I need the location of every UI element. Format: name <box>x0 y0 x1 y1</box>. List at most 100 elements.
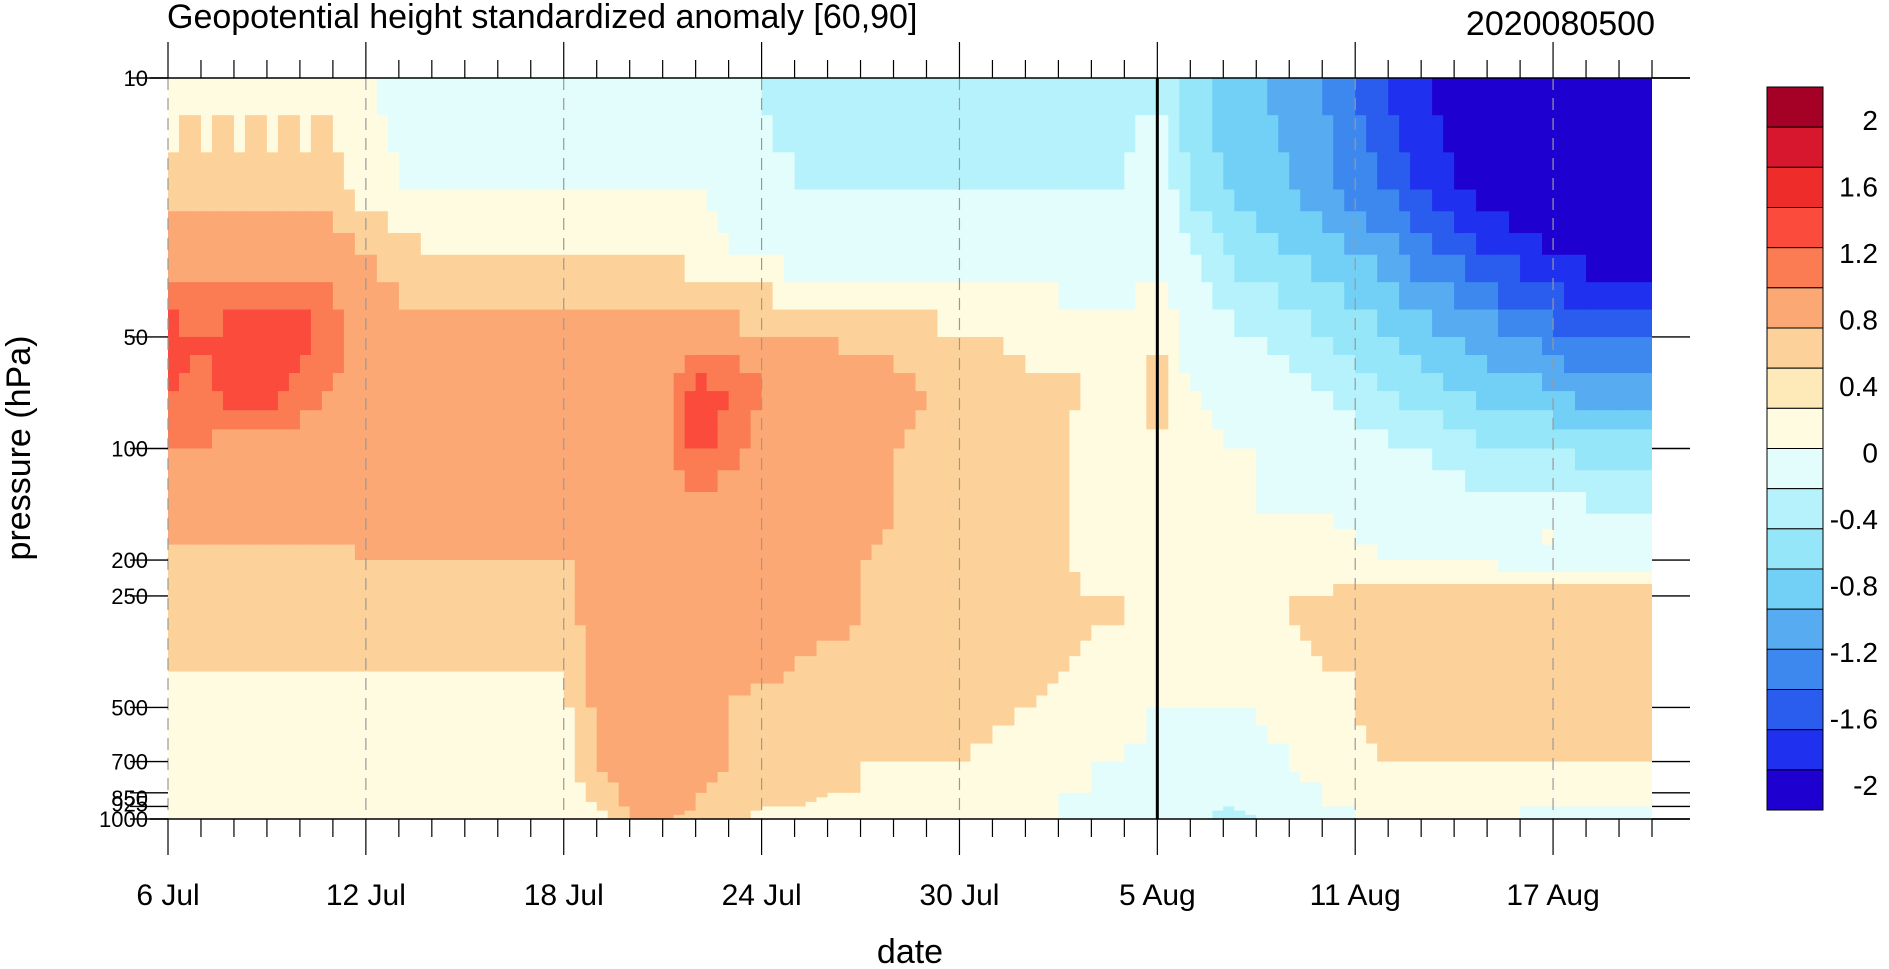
anomaly-cell <box>321 373 334 392</box>
anomaly-cell <box>1630 529 1642 546</box>
anomaly-cell <box>970 429 983 450</box>
anomaly-cell <box>1531 373 1543 392</box>
anomaly-cell <box>860 656 873 673</box>
anomaly-cell <box>1619 572 1631 585</box>
anomaly-cell <box>794 470 807 493</box>
anomaly-cell <box>618 189 631 212</box>
anomaly-cell <box>860 625 873 642</box>
anomaly-cell <box>959 544 972 561</box>
anomaly-cell <box>585 282 598 311</box>
anomaly-cell <box>1157 595 1169 607</box>
anomaly-cell <box>1168 615 1180 626</box>
anomaly-cell <box>222 355 235 374</box>
anomaly-cell <box>1553 615 1565 626</box>
anomaly-cell <box>1465 429 1477 450</box>
anomaly-cell <box>1509 254 1521 283</box>
anomaly-cell <box>475 391 488 411</box>
anomaly-cell <box>1520 743 1532 763</box>
anomaly-cell <box>662 625 675 642</box>
anomaly-cell <box>629 491 642 515</box>
anomaly-cell <box>530 491 543 515</box>
anomaly-cell <box>1179 625 1191 642</box>
anomaly-cell <box>1311 640 1323 657</box>
anomaly-cell <box>1630 625 1642 642</box>
anomaly-cell <box>1289 615 1301 626</box>
anomaly-cell <box>1124 211 1136 234</box>
anomaly-cell <box>1564 491 1576 515</box>
anomaly-cell <box>948 152 961 191</box>
anomaly-cell <box>1146 583 1158 597</box>
anomaly-cell <box>398 115 411 153</box>
anomaly-cell <box>1487 448 1499 471</box>
anomaly-cell <box>618 391 631 411</box>
anomaly-cell <box>1476 115 1488 153</box>
anomaly-cell <box>409 761 422 773</box>
anomaly-cell <box>706 448 719 471</box>
anomaly-cell <box>893 115 906 153</box>
anomaly-cell <box>409 491 422 515</box>
anomaly-cell <box>541 615 554 626</box>
anomaly-cell <box>1234 707 1246 727</box>
anomaly-cell <box>508 725 521 745</box>
anomaly-cell <box>541 695 554 709</box>
anomaly-cell <box>1201 78 1213 116</box>
anomaly-cell <box>1641 355 1652 374</box>
anomaly-cell <box>277 152 290 191</box>
anomaly-cell <box>1388 448 1400 471</box>
anomaly-cell <box>1619 743 1631 763</box>
anomaly-cell <box>1311 560 1323 573</box>
anomaly-cell <box>1278 410 1290 430</box>
anomaly-cell <box>442 355 455 374</box>
anomaly-cell <box>1410 115 1422 153</box>
anomaly-cell <box>1509 152 1521 191</box>
anomaly-cell <box>299 429 312 450</box>
anomaly-cell <box>948 640 961 657</box>
anomaly-cell <box>343 470 356 493</box>
anomaly-cell <box>1300 695 1312 709</box>
anomaly-cell <box>1267 470 1279 493</box>
anomaly-cell <box>310 625 323 642</box>
anomaly-cell <box>1388 491 1400 515</box>
anomaly-cell <box>1245 695 1257 709</box>
anomaly-cell <box>541 583 554 597</box>
anomaly-cell <box>1124 615 1136 626</box>
anomaly-cell <box>1135 743 1147 763</box>
anomaly-cell <box>409 544 422 561</box>
anomaly-cell <box>277 640 290 657</box>
anomaly-cell <box>1190 707 1202 727</box>
anomaly-cell <box>1333 656 1345 673</box>
anomaly-cell <box>486 560 499 573</box>
anomaly-cell <box>508 560 521 573</box>
anomaly-cell <box>1179 282 1191 311</box>
anomaly-cell <box>1058 373 1070 392</box>
anomaly-cell <box>189 429 202 450</box>
anomaly-cell <box>409 572 422 585</box>
anomaly-cell <box>915 605 928 617</box>
anomaly-cell <box>464 656 477 673</box>
anomaly-cell <box>739 513 752 530</box>
anomaly-cell <box>409 560 422 573</box>
anomaly-cell <box>838 544 851 561</box>
anomaly-cell <box>486 470 499 493</box>
anomaly-cell <box>871 470 884 493</box>
anomaly-cell <box>1586 529 1598 546</box>
anomaly-cell <box>343 410 356 430</box>
anomaly-cell <box>321 572 334 585</box>
anomaly-cell <box>1641 625 1652 642</box>
anomaly-cell <box>277 309 290 338</box>
anomaly-cell <box>387 282 400 311</box>
anomaly-cell <box>1322 410 1334 430</box>
anomaly-cell <box>1278 640 1290 657</box>
anomaly-cell <box>1300 309 1312 338</box>
anomaly-cell <box>1476 429 1488 450</box>
anomaly-cell <box>728 470 741 493</box>
anomaly-cell <box>365 695 378 709</box>
anomaly-cell <box>552 671 565 685</box>
anomaly-cell <box>1245 544 1257 561</box>
anomaly-cell <box>1289 529 1301 546</box>
anomaly-cell <box>959 189 972 212</box>
anomaly-cell <box>233 529 246 546</box>
anomaly-cell <box>1509 211 1521 234</box>
anomaly-cell <box>794 115 807 153</box>
anomaly-cell <box>1542 656 1554 673</box>
